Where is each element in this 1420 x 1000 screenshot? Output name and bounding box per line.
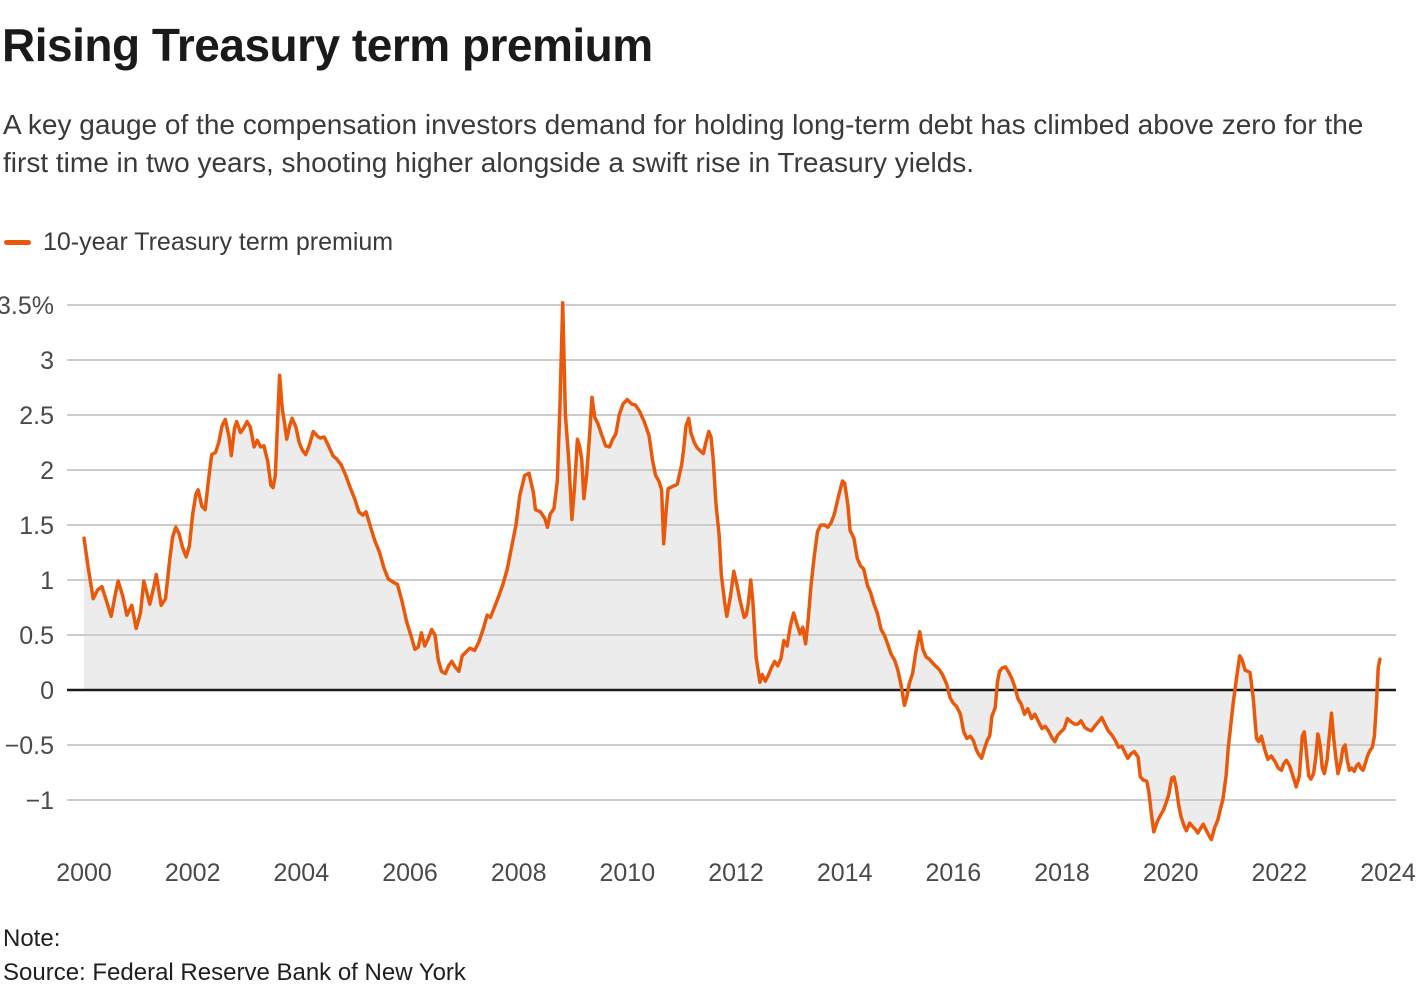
svg-text:2022: 2022	[1251, 859, 1307, 887]
svg-text:2004: 2004	[273, 859, 329, 887]
svg-text:2018: 2018	[1034, 859, 1090, 887]
subtitle-line-1: A key gauge of the compensation investor…	[3, 109, 1364, 140]
svg-text:3: 3	[40, 347, 54, 375]
svg-text:2008: 2008	[491, 859, 547, 887]
svg-text:2.5: 2.5	[19, 402, 54, 430]
svg-text:2002: 2002	[165, 859, 221, 887]
source-line: Source: Federal Reserve Bank of New York	[3, 959, 466, 986]
note-label: Note:	[3, 925, 61, 952]
svg-text:2000: 2000	[56, 859, 112, 887]
svg-text:0.5: 0.5	[19, 622, 54, 650]
footnote-block: Note: Source: Federal Reserve Bank of Ne…	[3, 922, 466, 990]
svg-text:2010: 2010	[599, 859, 655, 887]
svg-text:2014: 2014	[817, 859, 873, 887]
page-title: Rising Treasury term premium	[2, 19, 653, 71]
svg-text:2006: 2006	[382, 859, 438, 887]
legend-line-swatch	[4, 239, 31, 245]
svg-text:2012: 2012	[708, 859, 764, 887]
svg-text:−1: −1	[25, 787, 54, 815]
svg-text:2016: 2016	[925, 859, 981, 887]
svg-text:1: 1	[40, 567, 54, 595]
svg-text:2020: 2020	[1143, 859, 1199, 887]
legend-label: 10-year Treasury term premium	[43, 227, 394, 256]
chart-subtitle: A key gauge of the compensation investor…	[3, 106, 1417, 182]
svg-text:2: 2	[40, 457, 54, 485]
svg-text:2024: 2024	[1360, 859, 1416, 887]
svg-text:0: 0	[40, 677, 54, 705]
svg-text:−0.5: −0.5	[5, 732, 54, 760]
svg-text:1.5: 1.5	[19, 512, 54, 540]
subtitle-line-2: first time in two years, shooting higher…	[3, 147, 975, 178]
svg-text:3.5%: 3.5%	[0, 292, 54, 320]
legend: 10-year Treasury term premium	[4, 228, 393, 256]
